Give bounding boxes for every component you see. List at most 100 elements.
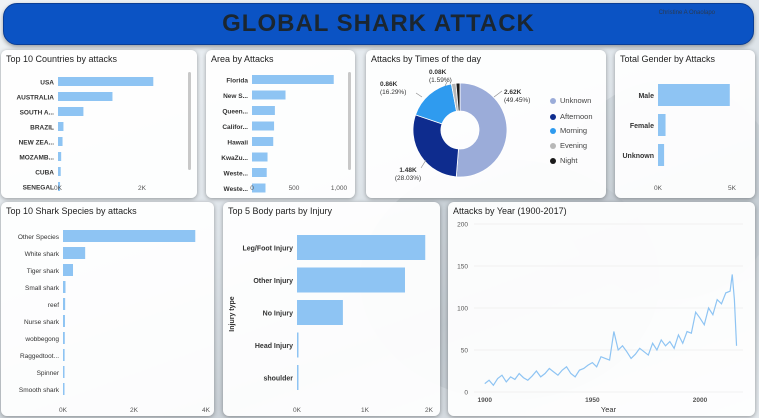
bar <box>58 107 84 116</box>
category-label: Queen... <box>222 109 248 116</box>
legend-afternoon[interactable]: Afternoon <box>550 112 593 121</box>
countries-scrollbar[interactable] <box>188 72 191 170</box>
bar <box>297 332 299 358</box>
bar <box>297 365 299 390</box>
year-card[interactable]: Attacks by Year (1900-2017) 0 50 100 150 200… <box>448 202 755 416</box>
tick-label: 0K <box>293 407 302 414</box>
bar <box>58 122 64 131</box>
year-title: Attacks by Year (1900-2017) <box>453 206 567 216</box>
legend-dot <box>550 113 556 120</box>
countries-title: Top 10 Countries by attacks <box>6 54 118 64</box>
legend-night[interactable]: Night <box>550 156 578 165</box>
category-label: BRAZIL <box>30 125 54 132</box>
legend-label: Unknown <box>560 96 592 105</box>
dashboard-title: GLOBAL SHARK ATTACK <box>222 10 535 37</box>
species-chart: Other Species White shark Tiger shark Small… <box>18 230 211 414</box>
slice-label: 1.48K <box>399 167 417 174</box>
category-label: White shark <box>25 251 60 258</box>
countries-card[interactable]: Top 10 Countries by attacks USA AUSTRALIA… <box>1 50 197 198</box>
bar <box>63 349 65 361</box>
bar <box>658 84 730 106</box>
tick-label: 1K <box>361 407 370 414</box>
bar <box>252 137 274 146</box>
category-label: KwaZu... <box>221 155 248 162</box>
legend-morning[interactable]: Morning <box>550 126 587 135</box>
x-tick-label: 1950 <box>585 397 600 404</box>
bar <box>252 183 266 193</box>
category-label: Leg/Foot Injury <box>242 246 293 253</box>
category-label: CUBA <box>35 170 54 177</box>
tick-label: 0K <box>654 185 663 192</box>
category-label: SOUTH A... <box>20 110 55 117</box>
category-label: Other Species <box>18 234 60 241</box>
countries-chart: USA AUSTRALIA SOUTH A... BRAZIL NEW ZEA... MO… <box>16 77 154 192</box>
donut-slice <box>455 82 508 178</box>
tick-label: 4K <box>202 407 211 414</box>
tick-label: 2K <box>138 185 147 192</box>
times-donut-chart: 2.62K(49.45%) 1.48K(28.03%) 0.86K(16.29%) 0… <box>380 69 530 182</box>
bar <box>252 75 334 84</box>
year-line-chart: 0 50 100 150 200 1900 1950 2000 Year <box>457 222 743 414</box>
bar <box>58 77 154 86</box>
area-title: Area by Attacks <box>211 54 274 64</box>
donut-slice <box>412 114 459 178</box>
category-label: Unknown <box>623 153 655 160</box>
legend-label: Afternoon <box>560 112 593 121</box>
bar <box>63 298 66 310</box>
bar <box>58 137 63 146</box>
tick-label: 2K <box>130 407 139 414</box>
body-title: Top 5 Body parts by Injury <box>228 206 333 216</box>
tick-label: 5K <box>728 185 737 192</box>
times-card[interactable]: Attacks by Times of the day 2.62K (49.45%… <box>366 50 606 198</box>
category-label: Head Injury <box>255 343 293 350</box>
category-label: Female <box>630 123 654 130</box>
slice-label: (49.45%) <box>504 97 530 104</box>
slice-label: 2.62K <box>504 89 522 96</box>
y-tick-label: 0 <box>464 390 468 397</box>
category-label: Nurse shark <box>24 319 60 326</box>
legend-label: Night <box>560 156 578 165</box>
category-label: New S... <box>223 93 248 100</box>
category-label: Weste... <box>224 171 249 178</box>
leader-line <box>493 90 503 98</box>
category-label: shoulder <box>263 376 293 383</box>
body-chart: Leg/Foot Injury Other Injury No Injury Head… <box>229 235 434 414</box>
gender-chart: Male Female Unknown 0K 5K <box>623 84 737 192</box>
legend-unknown[interactable]: Unknown <box>550 96 591 105</box>
body-card[interactable]: Top 5 Body parts by Injury Leg/Foot Inju… <box>223 202 440 416</box>
y-tick-label: 200 <box>457 222 468 229</box>
author-label: Christine A Onaolapo <box>658 10 715 16</box>
bar <box>297 267 405 293</box>
slice-label: 0.86K <box>380 81 398 88</box>
times-title: Attacks by Times of the day <box>371 54 482 64</box>
category-label: MOZAMB... <box>19 155 54 162</box>
bar <box>58 182 61 191</box>
area-card[interactable]: Area by Attacks Florida New S... Queen... C… <box>206 50 355 198</box>
category-label: Male <box>638 93 654 100</box>
legend-evening[interactable]: Evening <box>550 141 587 150</box>
category-label: Raggedtoot... <box>20 353 59 360</box>
gender-card[interactable]: Total Gender by Attacks Male Female Unknow… <box>615 50 755 198</box>
bar <box>252 152 268 162</box>
tick-label: 0K <box>59 407 68 414</box>
bar <box>252 121 275 131</box>
bar <box>252 90 286 100</box>
legend-dot <box>550 97 556 104</box>
bar <box>658 114 666 136</box>
tick-label: 1,000 <box>331 185 348 192</box>
category-label: Other Injury <box>253 278 293 285</box>
category-label: reef <box>48 302 59 309</box>
tick-label: 2K <box>425 407 434 414</box>
area-scrollbar[interactable] <box>348 72 351 170</box>
bar <box>63 281 66 293</box>
x-tick-label: 2000 <box>693 397 708 404</box>
slice-label: 0.08K <box>429 69 447 76</box>
category-label: Florida <box>226 78 248 85</box>
category-label: Tiger shark <box>27 268 60 275</box>
series-line <box>484 274 738 387</box>
category-label: Hawaii <box>227 140 248 147</box>
x-axis-title: Year <box>601 405 617 414</box>
bar <box>63 264 74 276</box>
bar <box>58 152 62 161</box>
species-card[interactable]: Top 10 Shark Species by attacks Other Sp… <box>1 202 214 416</box>
